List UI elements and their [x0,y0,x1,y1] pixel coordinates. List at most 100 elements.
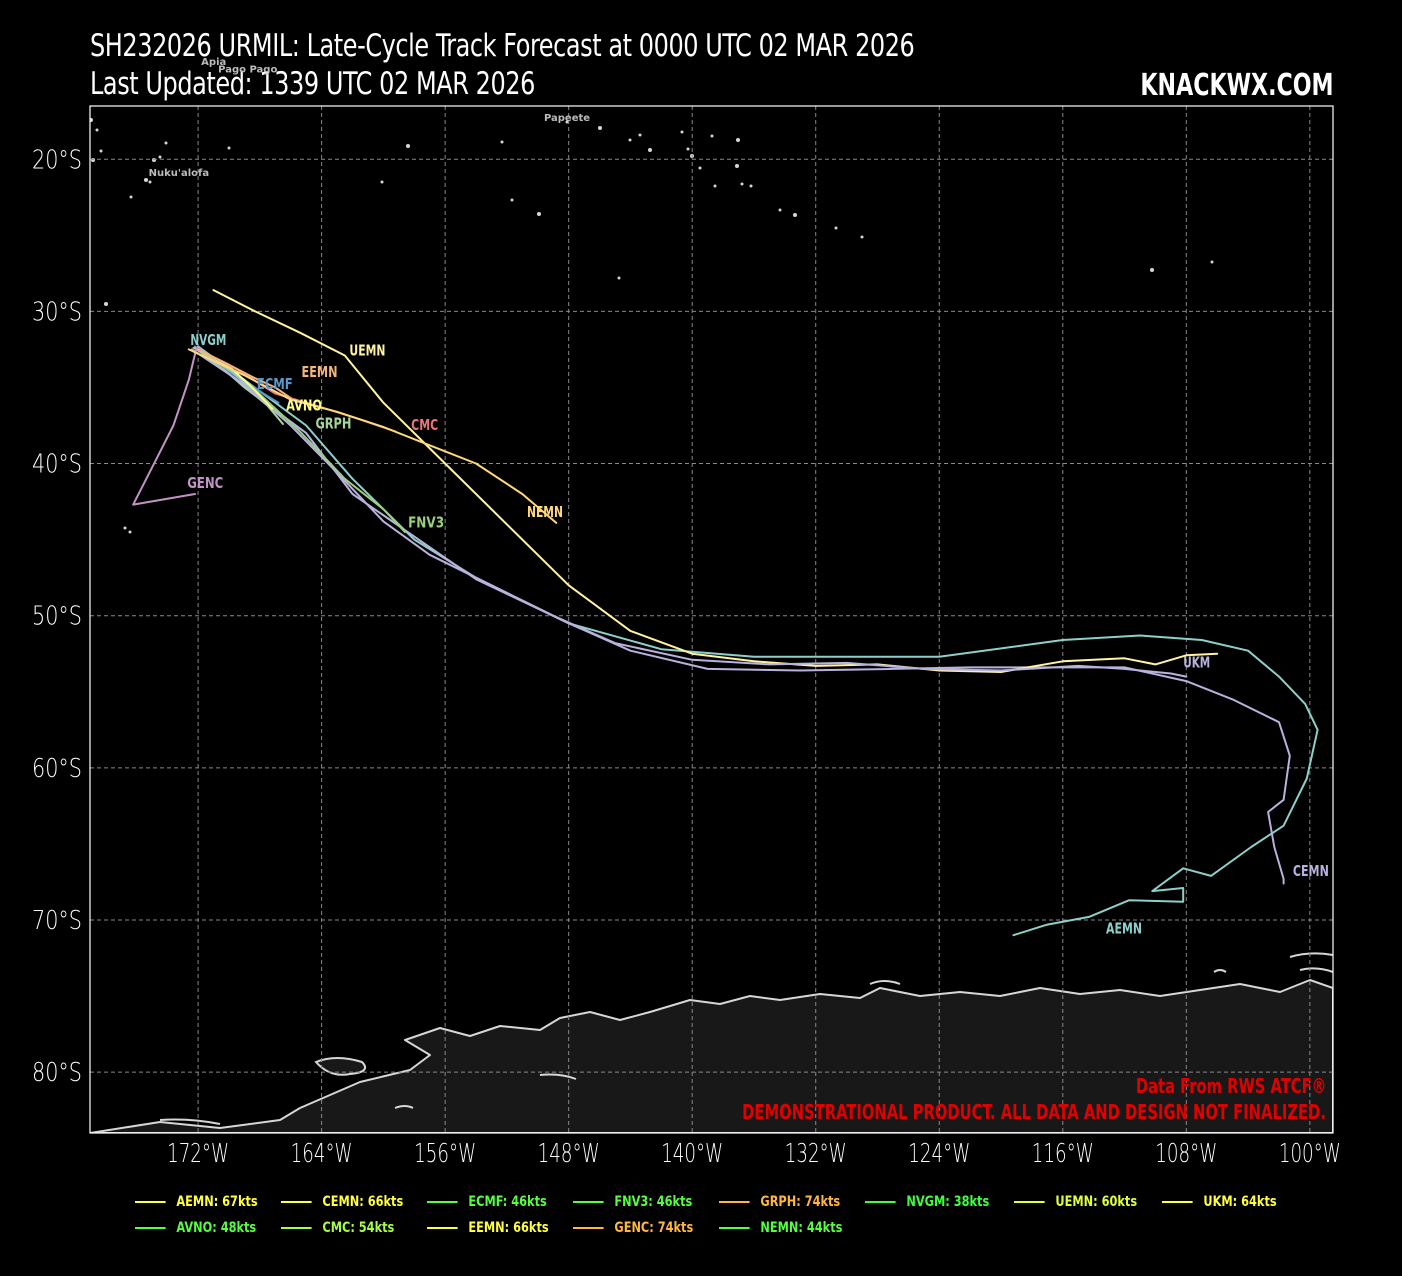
map-frame [89,105,1334,1134]
x-tick-label: 132°W [785,1139,847,1169]
island [638,133,642,137]
y-tick-label: 30°S [32,297,82,327]
x-tick-label: 100°W [1279,1139,1341,1169]
island [565,120,569,124]
x-tick-label: 140°W [661,1139,723,1169]
x-tick-label: 124°W [908,1139,970,1169]
legend-item: UKM: 64kts [1162,1194,1277,1216]
island [793,213,797,217]
track-label: GENC [187,474,223,492]
legend-label: CEMN: 66kts [322,1194,404,1210]
track-fnv3 [194,346,406,533]
legend-label: AEMN: 67kts [176,1194,258,1210]
legend-swatch [573,1227,604,1229]
legend-label: UEMN: 60kts [1055,1194,1138,1210]
island [500,140,504,144]
island [537,212,541,216]
track-label: GRPH [315,415,351,433]
island [860,235,864,239]
legend-item: AVNO: 48kts [135,1220,256,1242]
legend-item: CEMN: 66kts [281,1194,403,1216]
place-label: Papeete [544,113,590,124]
island [1150,268,1154,272]
legend-item: GENC: 74kts [573,1220,693,1242]
disclaimer: DEMONSTRATIONAL PRODUCT. ALL DATA AND DE… [742,1100,1326,1124]
legend-label: NEMN: 44kts [760,1220,843,1236]
legend-swatch [427,1227,458,1229]
track-genc [132,346,198,506]
track-eemn [194,346,292,400]
x-tick-label: 116°W [1032,1139,1094,1169]
x-tick-label: 148°W [538,1139,600,1169]
track-label: AVNO [286,396,322,414]
island [95,128,99,132]
legend-item: AEMN: 67kts [135,1194,258,1216]
graticule [90,106,1333,1133]
island [90,118,93,122]
island [778,208,782,212]
legend-swatch [865,1201,896,1203]
island [227,146,231,150]
data-credit: Data From RWS ATCF® [1135,1074,1326,1098]
y-tick-labels: 20°S 30°S 40°S 50°S 60°S 70°S 80°S [32,145,82,1088]
y-tick-label: 20°S [32,145,82,175]
track-uemn [212,289,1219,673]
x-tick-label: 172°W [167,1139,229,1169]
island [158,155,162,159]
island [648,148,652,152]
legend-swatch [1014,1201,1045,1203]
legend-swatch [281,1227,312,1229]
island [628,138,632,142]
track-grph [194,346,284,425]
legend-label: UKM: 64kts [1203,1194,1277,1210]
island [598,126,602,130]
legend-item: GRPH: 74kts [719,1194,840,1216]
track-label: AEMN [1106,920,1142,938]
track-label: CMC [411,416,438,434]
island [164,141,168,145]
legend-swatch [135,1227,166,1229]
island [144,178,148,182]
legend-item: ECMF: 46kts [427,1194,547,1216]
island [686,147,690,151]
island [680,130,684,134]
place-label: Apia [201,57,226,68]
track-nemn [187,348,558,524]
track-label: NEMN [527,503,563,521]
legend-label: CMC: 54kts [322,1220,395,1236]
track-ukm [190,348,1188,678]
island [710,134,714,138]
legend-label: FNV3: 46kts [614,1194,693,1210]
x-tick-labels: 172°W 164°W 156°W 148°W 140°W 132°W 124°W 116°W… [167,1139,1341,1169]
legend-item: CMC: 54kts [281,1220,394,1242]
legend-swatch [135,1201,166,1203]
track-aemn [197,345,1319,937]
y-tick-label: 50°S [32,602,82,632]
legend-label: NVGM: 38kts [906,1194,990,1210]
island [406,144,410,148]
legend-item: UEMN: 60kts [1014,1194,1137,1216]
y-tick-label: 60°S [32,754,82,784]
legend-item: EEMN: 66kts [427,1220,549,1242]
y-tick-label: 80°S [32,1058,82,1088]
island [123,526,127,530]
legend-label: ECMF: 46kts [468,1194,547,1210]
track-label: NVGM [190,331,226,349]
forecast-tracks [132,289,1319,937]
y-tick-label: 40°S [32,450,82,480]
track-labels: AEMN CEMN ECMF FNV3 GRPH NVGM UEMN UKM AVNO CMC EE… [187,331,1329,938]
x-tick-label: 164°W [291,1139,353,1169]
island [1210,260,1214,264]
islands [90,118,1214,534]
island [152,158,156,162]
track-label: UEMN [349,342,385,360]
track-cemn [197,345,1291,885]
track-cmc [194,346,397,433]
island [713,184,717,188]
legend-label: AVNO: 48kts [176,1220,257,1236]
legend-item: NVGM: 38kts [865,1194,989,1216]
island [735,164,739,168]
track-label: FNV3 [408,513,444,531]
x-tick-label: 156°W [414,1139,476,1169]
legend-item: NEMN: 44kts [719,1220,842,1242]
